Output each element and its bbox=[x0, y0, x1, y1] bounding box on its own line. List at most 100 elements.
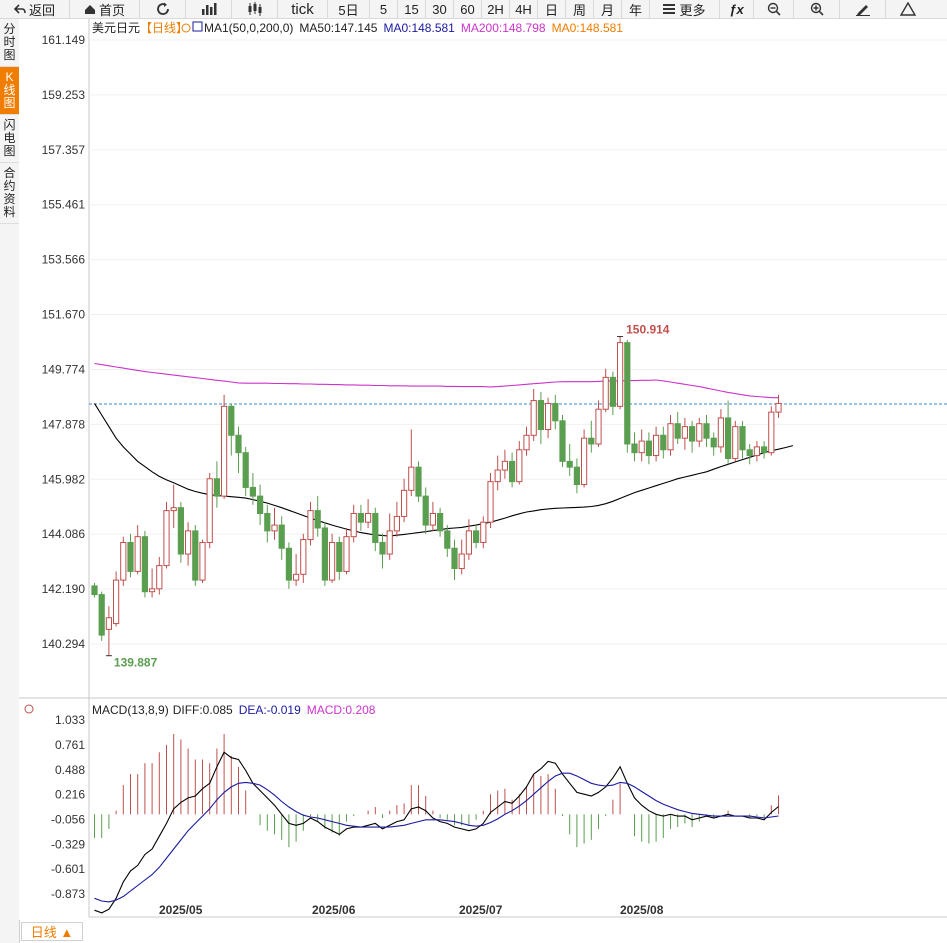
period-button-3[interactable]: 30 bbox=[426, 0, 454, 18]
candle bbox=[257, 484, 264, 526]
candle bbox=[422, 487, 429, 534]
kline-chart: 161.149 159.253 157.357 155.461 153.566 151.6… bbox=[19, 19, 947, 920]
candle bbox=[177, 501, 185, 563]
macd-dea-line bbox=[94, 772, 779, 903]
home-icon bbox=[84, 4, 96, 15]
candle bbox=[645, 432, 652, 465]
candle bbox=[689, 420, 696, 453]
period-button-10[interactable]: 年 bbox=[622, 0, 650, 18]
price-tick-label: 159.253 bbox=[42, 88, 86, 102]
period-select-button[interactable]: 日线 ▲ bbox=[21, 922, 83, 941]
back-button[interactable]: 返回 bbox=[0, 0, 70, 18]
more-label: 更多 bbox=[679, 2, 706, 18]
candle bbox=[163, 501, 170, 569]
candle bbox=[120, 536, 127, 586]
period-button-6[interactable]: 4H bbox=[510, 0, 538, 18]
candle bbox=[357, 504, 364, 531]
price-tick-label: 147.878 bbox=[42, 417, 86, 431]
period-button-7[interactable]: 日 bbox=[538, 0, 566, 18]
candle bbox=[314, 496, 321, 537]
candle bbox=[372, 507, 379, 552]
candle bbox=[480, 516, 487, 549]
chart-header: 美元日元【日线】 bbox=[92, 21, 188, 35]
candle bbox=[473, 525, 480, 549]
period-label: 月 bbox=[600, 2, 614, 18]
period-label: 4H bbox=[515, 1, 532, 17]
period-button-8[interactable]: 周 bbox=[566, 0, 594, 18]
price-tick-label: 140.294 bbox=[42, 637, 86, 651]
macd-legend: MACD(13,8,9) DIFF:0.085 DEA:-0.019 MACD:0.2… bbox=[92, 703, 376, 717]
macd-dea-value: DEA:-0.019 bbox=[239, 703, 301, 717]
candle bbox=[285, 542, 292, 589]
pencil-icon bbox=[855, 2, 871, 16]
candle bbox=[775, 394, 782, 418]
zoom-out-button[interactable] bbox=[754, 0, 794, 18]
period-button-9[interactable]: 月 bbox=[594, 0, 622, 18]
candle bbox=[581, 429, 588, 488]
period-label: 30 bbox=[432, 1, 447, 17]
candle bbox=[429, 501, 436, 531]
macd-tick-label: 0.216 bbox=[55, 788, 85, 802]
candle bbox=[523, 426, 530, 456]
collapse-button[interactable] bbox=[886, 0, 929, 18]
period-tag: 【日线】 bbox=[140, 21, 188, 35]
candle bbox=[293, 554, 300, 586]
sidebar-tab-1[interactable]: K线图 bbox=[0, 67, 19, 115]
candle bbox=[703, 415, 710, 447]
candle bbox=[134, 525, 141, 575]
candle bbox=[300, 533, 307, 584]
bottom-bar: 日线 ▲ bbox=[19, 920, 89, 943]
period-button-4[interactable]: 60 bbox=[454, 0, 482, 18]
sidebar: 分时图 K线图 闪电图 合约资料 bbox=[0, 19, 20, 943]
more-button[interactable]: 更多 bbox=[650, 0, 720, 18]
candle bbox=[113, 571, 120, 627]
sidebar-tab-2[interactable]: 闪电图 bbox=[0, 115, 19, 163]
candle bbox=[98, 591, 105, 641]
candle bbox=[401, 478, 408, 523]
candle bbox=[487, 472, 494, 528]
ma-indicator-name: MA1(50,0,200,0) bbox=[204, 21, 293, 35]
sidebar-tab-0[interactable]: 分时图 bbox=[0, 19, 19, 67]
candle bbox=[336, 536, 343, 581]
bar-chart-button[interactable] bbox=[186, 0, 232, 18]
period-button-1[interactable]: 5 bbox=[370, 0, 398, 18]
period-button-0[interactable]: 5日 bbox=[328, 0, 370, 18]
candle bbox=[444, 525, 451, 557]
candle bbox=[437, 507, 444, 537]
refresh-button[interactable] bbox=[140, 0, 186, 18]
period-button-2[interactable]: 15 bbox=[398, 0, 426, 18]
zoom-in-icon bbox=[810, 2, 824, 16]
candle bbox=[329, 533, 336, 584]
period-label: 年 bbox=[628, 2, 642, 18]
candle bbox=[681, 417, 688, 450]
price-tick-label: 153.566 bbox=[42, 253, 86, 267]
ma0-value: MA0:148.581 bbox=[383, 21, 455, 35]
candle bbox=[595, 400, 602, 447]
candle bbox=[660, 426, 667, 459]
price-tick-label: 149.774 bbox=[42, 362, 86, 376]
candle bbox=[552, 394, 559, 430]
home-button[interactable]: 首页 bbox=[70, 0, 140, 18]
draw-button[interactable] bbox=[840, 0, 886, 18]
period-button-5[interactable]: 2H bbox=[482, 0, 510, 18]
candle bbox=[739, 420, 746, 459]
candle bbox=[415, 461, 422, 502]
indicator-settings-icon[interactable] bbox=[192, 21, 203, 32]
sidebar-tab-3[interactable]: 合约资料 bbox=[0, 163, 19, 224]
zoom-in-button[interactable] bbox=[794, 0, 840, 18]
macd-tick-label: -0.601 bbox=[51, 862, 85, 876]
candle bbox=[761, 441, 768, 459]
price-tick-label: 155.461 bbox=[42, 198, 86, 212]
macd-settings-icon[interactable] bbox=[24, 704, 34, 714]
tick-button[interactable]: tick bbox=[278, 0, 328, 18]
candle bbox=[170, 484, 177, 528]
chart-background bbox=[19, 19, 947, 920]
price-tick-label: 157.357 bbox=[42, 143, 86, 157]
candlestick-button[interactable] bbox=[232, 0, 278, 18]
price-tick-label: 151.670 bbox=[42, 308, 86, 322]
add-indicator-icon[interactable] bbox=[181, 23, 191, 33]
candle bbox=[516, 441, 523, 485]
triangle-up-icon bbox=[899, 2, 916, 16]
candle bbox=[249, 472, 257, 505]
function-button[interactable]: ƒx bbox=[720, 0, 754, 18]
